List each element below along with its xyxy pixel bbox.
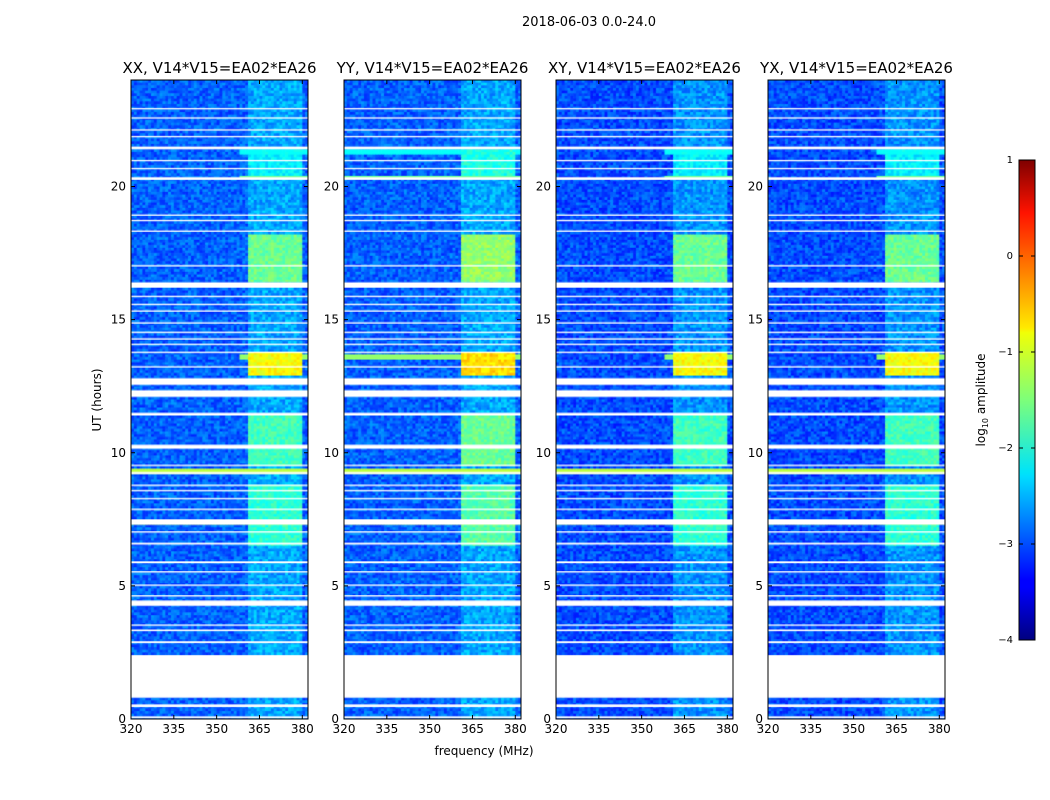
axes-frame [555,79,734,720]
y-tick-label: 10 [748,446,763,460]
x-tick-label: 380 [504,722,527,736]
colorbar: 10−1−2−3−4 log10 amplitude [974,155,1036,646]
y-tick-label: 15 [748,313,763,327]
y-tick-label: 15 [111,313,126,327]
x-axis-label: frequency (MHz) [434,744,533,758]
panel-4: YX, V14*V15=EA02*EA26 320 335 350 365 380 0 5 10… [748,59,953,736]
y-tick-label: 0 [755,712,763,726]
y-tick-label: 0 [543,712,551,726]
colorbar-tick-label: −4 [998,635,1013,646]
colorbar-tick-label: −2 [998,443,1013,454]
x-tick-label: 350 [842,722,865,736]
y-tick-label: 20 [748,180,763,194]
panel-title: YY, V14*V15=EA02*EA26 [336,59,529,77]
y-tick-label: 20 [536,180,551,194]
x-tick-label: 365 [673,722,696,736]
y-tick-label: 20 [324,180,339,194]
panel-title: XX, V14*V15=EA02*EA26 [122,59,316,77]
colorbar-gradient [1018,159,1036,641]
axes-frame [767,79,946,720]
colorbar-label-subscript: 10 [981,418,990,428]
x-tick-label: 350 [418,722,441,736]
x-tick-label: 335 [799,722,822,736]
figure-title: 2018-06-03 0.0-24.0 [522,15,656,30]
colorbar-tick-label: −3 [998,539,1013,550]
y-tick-label: 0 [118,712,126,726]
colorbar-ticks: 1 0 −1 −2 −3 −4 [998,155,1035,646]
x-tick-label: 335 [587,722,610,736]
panel-1: XX, V14*V15=EA02*EA26 320 335 350 365 380 0 5 10… [111,59,317,736]
heatmap-image-4 [768,80,945,719]
x-tick-label: 320 [757,722,780,736]
x-tick-label: 365 [885,722,908,736]
y-tick-label: 5 [543,579,551,593]
x-tick-label: 365 [461,722,484,736]
y-tick-label: 10 [324,446,339,460]
x-tick-label: 365 [248,722,271,736]
heatmap-image-1 [131,80,308,719]
y-tick-label: 5 [118,579,126,593]
y-tick-label: 15 [536,313,551,327]
panels: XX, V14*V15=EA02*EA26 320 335 350 365 380 0 5 10… [111,59,953,736]
colorbar-label-main: log [974,428,988,446]
heatmap-image-3 [556,80,733,719]
colorbar-label-rest: amplitude [974,354,988,418]
x-tick-label: 350 [205,722,228,736]
x-tick-label: 320 [333,722,356,736]
x-tick-label: 380 [716,722,739,736]
y-tick-label: 5 [331,579,339,593]
x-tick-label: 320 [545,722,568,736]
panel-title: YX, V14*V15=EA02*EA26 [759,59,953,77]
y-tick-label: 20 [111,180,126,194]
panel-3: XY, V14*V15=EA02*EA26 320 335 350 365 380 0 5 10… [536,59,741,736]
colorbar-tick-label: −1 [998,347,1013,358]
y-tick-label: 5 [755,579,763,593]
axes-frame [130,79,309,720]
y-tick-label: 10 [536,446,551,460]
colorbar-label: log10 amplitude [974,354,990,447]
heatmap-image-2 [344,80,521,719]
y-axis-label: UT (hours) [90,368,104,431]
panel-title: XY, V14*V15=EA02*EA26 [548,59,741,77]
colorbar-tick-label: 1 [1007,155,1013,166]
y-tick-label: 10 [111,446,126,460]
y-tick-label: 15 [324,313,339,327]
x-tick-label: 380 [928,722,951,736]
x-tick-label: 350 [630,722,653,736]
x-tick-label: 335 [162,722,185,736]
y-tick-label: 0 [331,712,339,726]
x-tick-label: 320 [120,722,143,736]
axes-frame [343,79,522,720]
panel-2: YY, V14*V15=EA02*EA26 320 335 350 365 380 0 5 10… [324,59,529,736]
x-tick-label: 380 [291,722,314,736]
x-tick-label: 335 [375,722,398,736]
colorbar-tick-label: 0 [1007,251,1013,262]
